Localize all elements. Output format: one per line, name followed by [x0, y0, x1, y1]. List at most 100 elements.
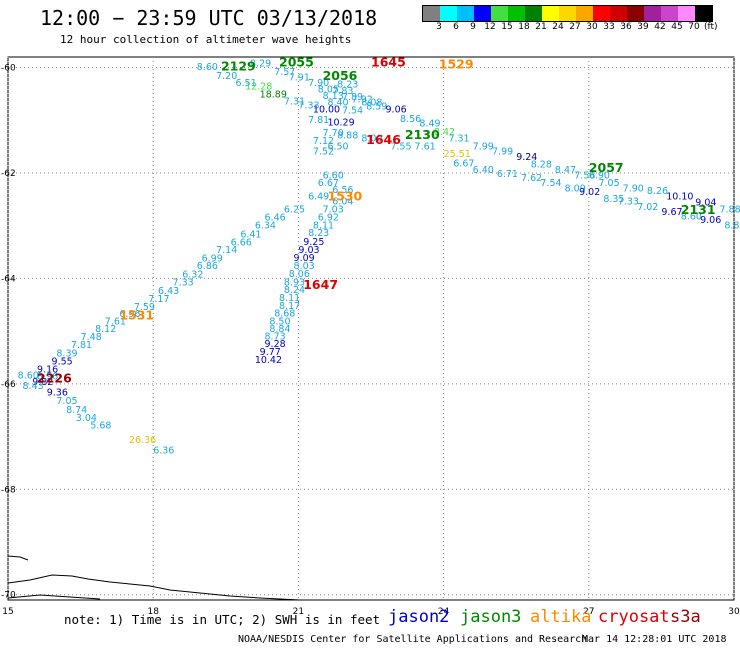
- wave-height-value: 7.03: [323, 205, 344, 216]
- wave-height-value: 8.96: [37, 372, 58, 383]
- y-tick-label: -64: [1, 274, 16, 284]
- map-grid: [7, 57, 735, 600]
- wave-height-colorbar: [422, 5, 713, 22]
- wave-height-value: 8.26: [647, 186, 668, 197]
- wave-height-value: 7.59: [134, 302, 155, 313]
- wave-height-value: 9.02: [579, 187, 600, 198]
- wave-height-value: 6.67: [453, 159, 474, 170]
- wave-height-value: 7.33: [173, 277, 194, 288]
- pass-time-label: 2057: [589, 160, 624, 175]
- wave-height-value: 18.89: [260, 90, 287, 101]
- colorbar-swatch: [542, 6, 559, 21]
- wave-height-value: 9.67: [661, 207, 682, 218]
- wave-height-value: 7.81: [71, 340, 92, 351]
- wave-height-value: 7.33: [298, 101, 319, 112]
- wave-height-value: 8.84: [269, 324, 290, 335]
- wave-height-value: 12.28: [245, 82, 272, 93]
- wave-height-value: 8.93: [284, 277, 305, 288]
- wave-height-value: 9.06: [386, 104, 407, 115]
- colorbar-swatch: [576, 6, 593, 21]
- wave-height-value: 8.43: [23, 381, 44, 392]
- wave-height-value: 10.00: [313, 104, 340, 115]
- y-tick-label: -68: [1, 485, 16, 495]
- wave-height-value: 8.03: [294, 261, 315, 272]
- wave-height-value: 7.90: [623, 183, 644, 194]
- colorbar-swatch: [525, 6, 542, 21]
- wave-height-value: 7.61: [105, 316, 126, 327]
- wave-height-value: 8.24: [284, 285, 305, 296]
- wave-height-value: 7.91: [289, 73, 310, 84]
- wave-height-value: 8.74: [66, 405, 87, 416]
- wave-height-value: 9.55: [52, 356, 73, 367]
- colorbar-swatch: [457, 6, 474, 21]
- wave-height-value: 8.40: [327, 98, 348, 109]
- wave-height-observations: 8.607.206.518.2912.287.577.9118.897.317.…: [18, 58, 740, 456]
- wave-height-value: 7.48: [81, 332, 102, 343]
- wave-height-value: 8.17: [279, 301, 300, 312]
- footer-note: note: 1) Time is in UTC; 2) SWH is in fe…: [64, 612, 381, 627]
- wave-height-value: 6.92: [318, 212, 339, 223]
- wave-height-value: 8.09: [565, 183, 586, 194]
- wave-height-value: 7.31: [448, 133, 469, 144]
- wave-height-value: 9.04: [695, 198, 716, 209]
- colorbar-label: 30: [586, 22, 598, 32]
- wave-height-value: 7.33: [618, 197, 639, 208]
- colorbar-swatch: [508, 6, 525, 21]
- colorbar-swatch: [627, 6, 644, 21]
- wave-height-value: 7.89: [342, 92, 363, 103]
- wave-height-value: 7.02: [637, 202, 658, 213]
- colorbar-swatch: [593, 6, 610, 21]
- colorbar-labels: (ft) 3 6 9 12 15 18 21 24 27 30 33 36 39 42 45 70: [422, 22, 740, 34]
- wave-height-value: 6.40: [473, 165, 494, 176]
- colorbar-unit: (ft): [704, 22, 718, 32]
- x-tick-label: 15: [2, 607, 13, 617]
- wave-height-value: 26.36: [129, 435, 156, 446]
- pass-time-label: 1645: [371, 54, 406, 69]
- wave-height-value: 9.16: [37, 364, 58, 375]
- wave-height-value: 7.92: [352, 94, 373, 105]
- colorbar-label: 9: [470, 22, 476, 32]
- colorbar-label: 21: [535, 22, 547, 32]
- pass-time-label: 2056: [323, 68, 358, 83]
- wave-height-value: 8.11: [313, 220, 334, 231]
- wave-height-value: 9.25: [303, 237, 324, 248]
- wave-height-value: 8.86: [724, 220, 740, 231]
- wave-height-value: 8.35: [603, 194, 624, 205]
- wave-height-value: 7.17: [148, 294, 169, 305]
- wave-height-value: 9.09: [294, 253, 315, 264]
- wave-height-value: 6.90: [589, 170, 610, 181]
- wave-height-value: 7.12: [313, 136, 334, 147]
- wave-height-value: 7.90: [308, 78, 329, 89]
- pass-time-label: 2130: [405, 127, 440, 142]
- colorbar-swatch: [423, 6, 440, 21]
- wave-height-value: 7.31: [284, 96, 305, 107]
- legend-jason2: jason2: [388, 607, 450, 627]
- wave-height-value: 7.14: [216, 245, 237, 256]
- wave-height-value: 7.05: [56, 396, 77, 407]
- wave-height-value: 10.29: [327, 118, 354, 129]
- wave-height-value: 7.61: [415, 141, 436, 152]
- colorbar-swatch: [491, 6, 508, 21]
- pass-time-labels: 2129 2055 2056 1645 1529 2130 1646 2057 2131 1530…: [37, 54, 716, 385]
- wave-height-value: 3.04: [76, 413, 97, 424]
- wave-height-value: 8.60: [681, 211, 702, 222]
- colorbar-swatch: [559, 6, 576, 21]
- wave-height-value: 8.59: [366, 102, 387, 113]
- colorbar-label: 12: [484, 22, 496, 32]
- colorbar-label: 42: [654, 22, 666, 32]
- wave-height-value: 7.83: [332, 86, 353, 97]
- legend-jason3: jason3: [460, 607, 522, 627]
- wave-height-value: 7.54: [342, 105, 363, 116]
- wave-height-value: 7.05: [598, 178, 619, 189]
- coastline-segment: [7, 574, 301, 601]
- wave-height-value: 6.49: [308, 191, 329, 202]
- wave-height-value: 8.13: [323, 91, 344, 102]
- wave-height-value: 8.08: [361, 98, 382, 109]
- wave-height-value: 6.46: [265, 212, 286, 223]
- colorbar-swatch: [661, 6, 678, 21]
- credit-text: NOAA/NESDIS Center for Satellite Applica…: [238, 634, 588, 645]
- pass-time-label: 1646: [366, 132, 401, 147]
- colorbar-swatch: [474, 6, 491, 21]
- map-subtitle: 12 hour collection of altimeter wave hei…: [60, 33, 352, 46]
